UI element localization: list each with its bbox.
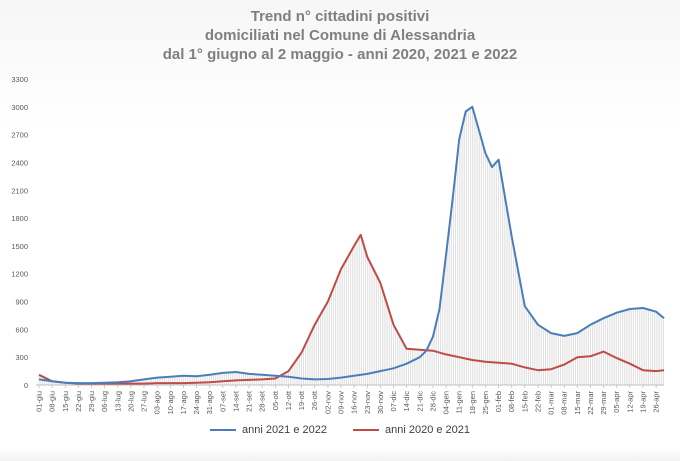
- y-tick-label: 1200: [11, 270, 28, 279]
- y-tick-group: 0 300 600 900 1200 1500 1800 2100 2400 2700 3000 33…: [11, 75, 28, 390]
- x-tick-label: 30-nov: [376, 391, 385, 414]
- x-tick-label: 05-ott: [271, 390, 280, 410]
- x-tick-label: 07-dic: [389, 391, 398, 412]
- y-tick-label: 600: [15, 325, 28, 334]
- x-tick-label: 10-ago: [166, 391, 175, 414]
- x-tick-label: 23-nov: [363, 391, 372, 414]
- chart-title-line-2: domiciliati nel Comune di Alessandria: [204, 27, 476, 44]
- x-tick-label: 18-gen: [468, 391, 477, 414]
- x-tick-label: 31-ago: [205, 391, 214, 414]
- x-tick-label: 08-feb: [507, 391, 516, 412]
- y-tick-label: 0: [24, 381, 28, 390]
- x-tick-label: 22-feb: [533, 391, 542, 412]
- y-tick-label: 3000: [11, 103, 28, 112]
- x-tick-label: 11-gen: [455, 391, 464, 414]
- x-tick-label: 16-nov: [350, 391, 359, 414]
- y-tick-label: 900: [15, 298, 28, 307]
- x-tick-label: 06-lug: [100, 391, 109, 412]
- x-tick-label: 09-nov: [336, 391, 345, 414]
- x-tick-label: 26-apr: [652, 391, 661, 413]
- x-tick-label: 08-mar: [560, 391, 569, 415]
- x-tick-label: 19-ott: [297, 390, 306, 410]
- x-tick-label: 14-set: [231, 390, 240, 412]
- x-tick-label: 01-feb: [494, 391, 503, 412]
- x-tick-label: 15-feb: [520, 391, 529, 412]
- x-tick-label: 26-ott: [310, 390, 319, 410]
- legend-swatch-red: [353, 429, 379, 431]
- x-tick-label: 05-apr: [612, 391, 621, 413]
- x-tick-label: 21-set: [245, 390, 254, 412]
- x-tick-label: 22-mar: [586, 391, 595, 415]
- x-tick-label: 29-giu: [87, 391, 96, 412]
- x-tick-label: 20-lug: [126, 391, 135, 412]
- x-tick-label: 28-set: [258, 390, 267, 412]
- x-tick-label: 01-giu: [35, 391, 44, 412]
- x-tick-label: 04-gen: [442, 391, 451, 414]
- x-tick-label: 15-giu: [61, 391, 70, 412]
- x-tick-group: 01-giu 08-giu 15-giu 22-giu 29-giu 06-lug 13-l…: [35, 385, 661, 415]
- x-tick-label: 01-mar: [547, 391, 556, 415]
- legend-swatch-blue: [209, 429, 236, 431]
- legend-item-2020-2021: anni 2020 e 2021: [353, 424, 470, 436]
- y-tick-label: 1800: [11, 214, 28, 223]
- x-tick-label: 08-giu: [48, 391, 57, 412]
- legend-item-2021-2022: anni 2021 e 2022: [209, 424, 327, 436]
- y-tick-label: 2400: [11, 158, 28, 167]
- x-tick-label: 28-dic: [428, 391, 437, 412]
- y-tick-label: 2700: [11, 131, 28, 140]
- x-tick-label: 14-dic: [402, 391, 411, 412]
- chart-title-line-3: dal 1° giugno al 2 maggio - anni 2020, 2…: [162, 46, 518, 63]
- x-tick-label: 03-ago: [153, 391, 162, 414]
- x-tick-label: 24-ago: [192, 391, 201, 414]
- series-line-group: [38, 105, 665, 385]
- x-tick-label: 27-lug: [140, 391, 149, 412]
- x-tick-label: 12-apr: [625, 391, 634, 413]
- y-tick-label: 1500: [11, 242, 28, 251]
- series-line-anni-2020-e-2021: [38, 233, 665, 385]
- x-tick-label: 02-nov: [323, 391, 332, 414]
- x-tick-label: 21-dic: [415, 391, 424, 412]
- hatch-shading-group: [38, 106, 664, 385]
- x-tick-label: 17-ago: [179, 391, 188, 414]
- y-tick-label: 3300: [11, 75, 28, 84]
- x-tick-label: 13-lug: [113, 391, 122, 412]
- chart-title-line-1: Trend n° cittadini positivi: [250, 8, 430, 25]
- x-tick-label: 07-set: [218, 390, 227, 412]
- legend: anni 2021 e 2022 anni 2020 e 2021: [0, 424, 680, 436]
- x-tick-label: 15-mar: [573, 391, 582, 415]
- y-tick-label: 300: [15, 353, 28, 362]
- series-line-anni-2021-e-2022: [38, 105, 665, 385]
- x-tick-label: 19-apr: [638, 391, 647, 413]
- x-tick-label: 12-ott: [284, 390, 293, 410]
- x-tick-label: 25-gen: [481, 391, 490, 414]
- x-tick-label: 22-giu: [74, 391, 83, 412]
- y-tick-label: 2100: [11, 186, 28, 195]
- legend-label-2020-2021: anni 2020 e 2021: [385, 424, 471, 436]
- legend-label-2021-2022: anni 2021 e 2022: [241, 424, 327, 436]
- x-tick-label: 29-mar: [599, 391, 608, 415]
